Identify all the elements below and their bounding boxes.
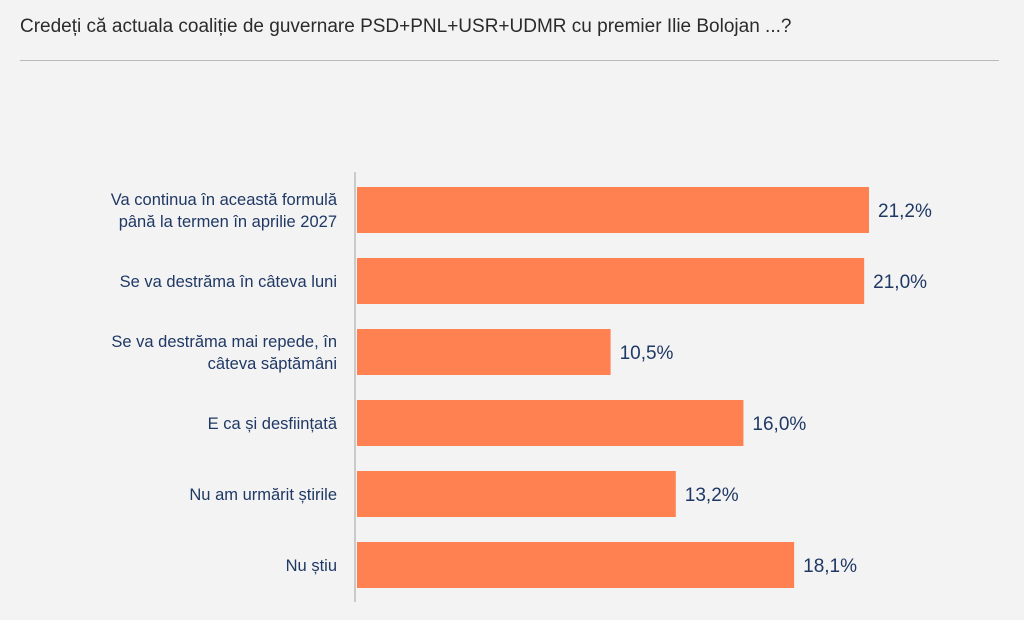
title-divider bbox=[20, 60, 999, 61]
category-label-line: câteva săptămâni bbox=[208, 355, 337, 373]
category-label-line: Nu știu bbox=[286, 557, 337, 575]
data-label: 13,2% bbox=[685, 485, 739, 506]
category-label: E ca și desființată bbox=[208, 415, 338, 433]
bar bbox=[357, 187, 869, 233]
category-label-line: E ca și desființată bbox=[208, 415, 338, 433]
category-label: Nu știu bbox=[286, 557, 337, 575]
category-label-line: Nu am urmărit știrile bbox=[189, 486, 337, 504]
data-label: 18,1% bbox=[803, 556, 857, 577]
data-label: 21,0% bbox=[873, 272, 927, 293]
category-label-line: Va continua în această formulă bbox=[111, 191, 338, 209]
category-label: Nu am urmărit știrile bbox=[189, 486, 337, 504]
bar bbox=[357, 329, 611, 375]
data-label: 10,5% bbox=[620, 343, 674, 364]
category-label: Va continua în această formulă până la te… bbox=[111, 191, 338, 231]
category-label: Se va destrăma mai repede, în câteva săpt… bbox=[111, 333, 337, 373]
data-label: 16,0% bbox=[752, 414, 806, 435]
category-label: Se va destrăma în câteva luni bbox=[120, 273, 337, 291]
bar bbox=[357, 542, 795, 588]
bar bbox=[357, 258, 865, 304]
bar bbox=[357, 400, 744, 446]
category-label-line: până la termen în aprilie 2027 bbox=[119, 213, 337, 231]
bar bbox=[357, 471, 676, 517]
chart-title: Credeți că actuala coaliție de guvernare… bbox=[20, 16, 792, 37]
category-label-line: Se va destrăma mai repede, în bbox=[111, 333, 337, 351]
data-label: 21,2% bbox=[878, 201, 932, 222]
category-label-line: Se va destrăma în câteva luni bbox=[120, 273, 337, 291]
